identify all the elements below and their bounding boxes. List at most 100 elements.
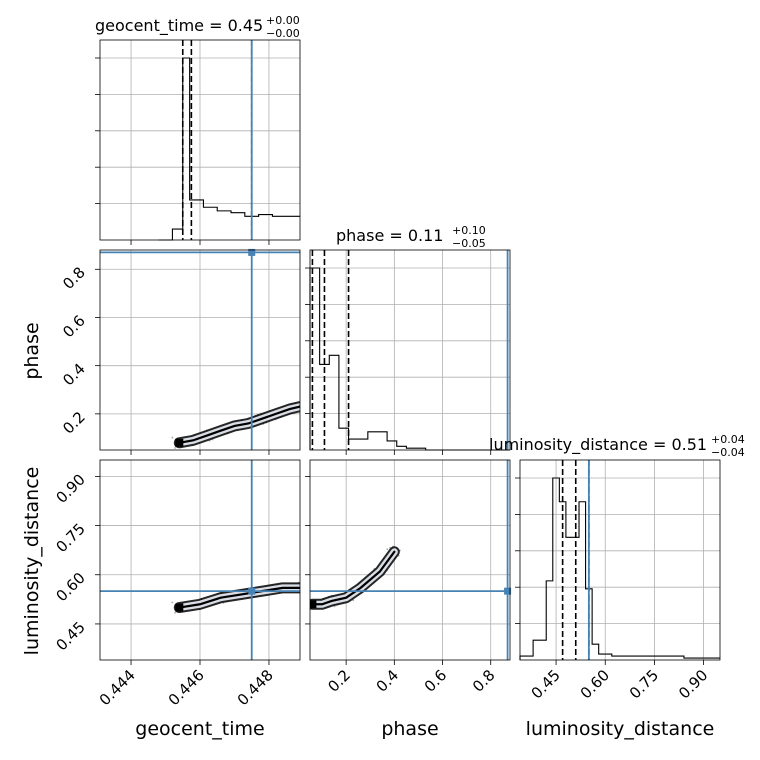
title-geocent-time: geocent_time = 0.45	[95, 16, 263, 36]
hist-luminosity_distance-bin-3	[553, 478, 560, 660]
xtick-label-geocent_time-3: 0.446	[165, 666, 208, 709]
hist-luminosity_distance-bin-14	[664, 656, 684, 660]
hist-geocent_time-bin-4	[197, 200, 204, 240]
phase_vs_geocent_time-frame	[99, 249, 301, 451]
hist-luminosity_distance-bin-10	[599, 654, 612, 660]
phase_vs_geocent_time-peak	[175, 438, 184, 447]
luminosity_distance_vs_phase-frame	[309, 459, 511, 661]
ytick-label-phase-2: 0.6	[59, 312, 89, 342]
panel-luminosity-distance-vs-phase	[305, 459, 512, 665]
title-phase-plus: +0.10	[452, 224, 486, 237]
title-luminosity-distance-plus: +0.04	[711, 433, 745, 446]
luminosity_distance_vs_phase-contour-inner	[311, 550, 396, 606]
xtick-label-phase-1: 0.4	[373, 666, 403, 696]
luminosity_distance_vs_geocent_time-sample-0-1	[174, 611, 177, 614]
hist-luminosity_distance-bin-13	[645, 656, 665, 660]
title-phase: phase = 0.11	[336, 226, 443, 245]
ylabel-luminosity-distance: luminosity_distance	[21, 467, 43, 656]
phase_vs_geocent_time-sample-9-1	[306, 411, 308, 413]
title-geocent-time-minus: −0.00	[266, 27, 300, 40]
hist-phase-bin-4	[349, 439, 359, 450]
hist-phase-frame	[309, 249, 511, 451]
hist-geocent_time-bin-11	[245, 216, 252, 240]
ytick-label-phase-1: 0.4	[59, 360, 89, 390]
luminosity_distance_vs_phase-sample-6-1	[386, 548, 389, 551]
hist-geocent_time-bin-2	[183, 58, 190, 240]
ylabel-phase: phase	[21, 322, 43, 379]
xtick-label-phase-2: 0.6	[421, 666, 451, 696]
phase_vs_geocent_time-sample-0-1	[174, 447, 177, 449]
hist-geocent_time-bin-10	[238, 213, 245, 240]
title-geocent-time-name: geocent_time = 0.45	[95, 16, 263, 36]
panel-phase-vs-geocent-time	[95, 248, 308, 455]
tick-labels: 0.444 0.446 0.448 0.2 0.4 0.6 0.8 0.45 0.60 0.75 0…	[52, 263, 711, 709]
luminosity_distance_vs_geocent_time-contour-inner	[178, 586, 300, 609]
luminosity_distance_vs_geocent_time-truth-marker	[248, 587, 256, 595]
title-geocent-time-plus: +0.00	[266, 14, 300, 27]
hist-luminosity_distance-bin-12	[625, 656, 645, 660]
xlabel-luminosity-distance: luminosity_distance	[526, 718, 715, 740]
panel-geocent-time-histogram	[95, 39, 301, 245]
ytick-label-luminosity_distance-2: 0.75	[52, 520, 88, 556]
hist-geocent_time-outline	[158, 57, 300, 241]
hist-luminosity_distance-bin-2	[546, 581, 553, 660]
luminosity_distance_vs_geocent_time-sample-6-0	[305, 586, 307, 588]
ytick-label-luminosity_distance-0: 0.45	[52, 618, 88, 654]
phase_vs_geocent_time-truth-marker	[248, 248, 256, 256]
phase_vs_geocent_time-sample-9-5	[302, 406, 304, 408]
xtick-label-geocent_time-4: 0.448	[234, 666, 277, 709]
luminosity_distance_vs_geocent_time-peak	[175, 603, 184, 612]
xtick-label-luminosity_distance-3: 0.90	[675, 666, 711, 702]
ytick-label-luminosity_distance-1: 0.60	[52, 569, 88, 605]
phase_vs_geocent_time-sample-0-0	[171, 436, 174, 439]
xlabel-geocent-time: geocent_time	[135, 718, 264, 740]
hist-luminosity_distance-outline	[519, 477, 720, 660]
xtick-label-luminosity_distance-2: 0.75	[626, 666, 662, 702]
ytick-label-phase-0: 0.2	[59, 408, 89, 438]
hist-geocent_time-bin-1	[172, 229, 182, 240]
phase_vs_geocent_time-sample-9-0	[303, 401, 305, 403]
hist-geocent_time-bin-15	[272, 216, 279, 240]
xtick-label-geocent_time-2: 0.444	[96, 666, 139, 709]
phase_vs_geocent_time-contour-inner	[178, 405, 300, 444]
hist-geocent_time-bin-14	[266, 215, 273, 240]
luminosity_distance_vs_phase-peak	[310, 600, 317, 609]
title-luminosity-distance: luminosity_distance = 0.51	[489, 435, 707, 455]
luminosity_distance_vs_geocent_time-frame	[99, 459, 301, 661]
hist-phase-bin-7	[377, 432, 387, 450]
hist-phase-bin-6	[368, 432, 378, 450]
luminosity_distance_vs_phase-truth-marker	[504, 587, 512, 595]
hist-geocent_time-bin-5	[203, 207, 210, 240]
hist-phase-bin-3	[339, 428, 349, 450]
hist-geocent_time-frame	[99, 39, 301, 241]
luminosity_distance_vs_geocent_time-sample-6-5	[303, 591, 305, 593]
ytick-label-luminosity_distance-3: 0.90	[52, 470, 88, 506]
hist-geocent_time-bin-18	[293, 216, 300, 240]
hist-luminosity_distance-bin-1	[533, 640, 546, 660]
hist-luminosity_distance-frame	[519, 459, 721, 661]
hist-phase-outline	[309, 267, 510, 451]
ytick-label-phase-3: 0.8	[59, 263, 89, 293]
hist-phase-bin-8	[387, 441, 397, 450]
luminosity_distance_vs_geocent_time-density	[171, 581, 307, 614]
panel-phase-histogram	[305, 249, 511, 455]
xtick-label-luminosity_distance-0: 0.45	[528, 666, 564, 702]
title-luminosity-distance-minus: −0.04	[711, 446, 745, 459]
hist-geocent_time-bin-17	[286, 216, 293, 240]
hist-geocent_time-bin-9	[231, 213, 238, 240]
luminosity_distance_vs_phase-sample-0-0	[305, 598, 307, 600]
hist-geocent_time-bin-13	[259, 215, 266, 240]
xtick-label-phase-3: 0.8	[469, 666, 499, 696]
hist-geocent_time-bin-12	[252, 216, 259, 240]
luminosity_distance_vs_phase-density	[305, 545, 401, 611]
hist-luminosity_distance-bin-5	[566, 537, 573, 660]
hist-phase-bin-5	[358, 439, 368, 450]
xlabel-phase: phase	[381, 718, 438, 740]
luminosity_distance_vs_phase-sample-0-1	[307, 609, 309, 611]
luminosity_distance_vs_geocent_time-sample-6-4	[301, 592, 303, 594]
phase_vs_geocent_time-density	[171, 401, 308, 449]
hist-luminosity_distance-bin-7	[579, 502, 586, 660]
xtick-label-luminosity_distance-1: 0.60	[577, 666, 613, 702]
hist-phase-bin-0	[310, 268, 320, 450]
